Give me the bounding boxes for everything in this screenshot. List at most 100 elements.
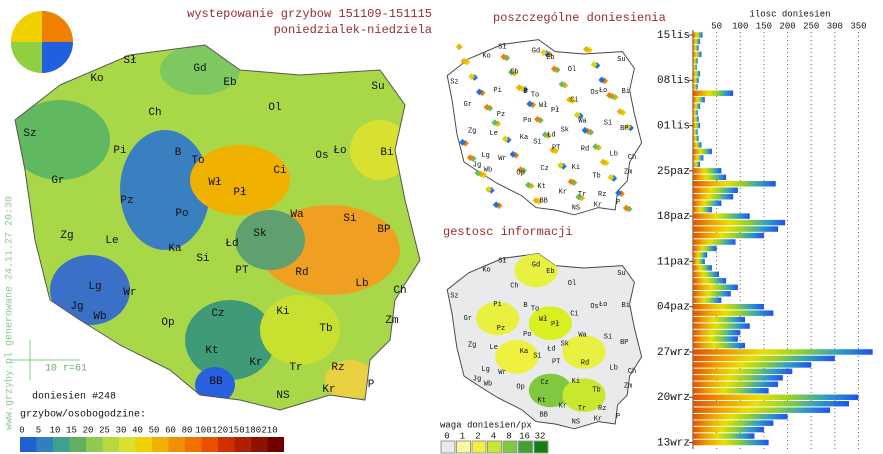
density-blob bbox=[514, 253, 558, 288]
bar bbox=[693, 135, 699, 142]
bar bbox=[693, 193, 734, 200]
city-label: Ch bbox=[393, 285, 406, 297]
density-legend-swatch bbox=[440, 440, 456, 454]
bar bbox=[693, 38, 701, 45]
city-label: PT bbox=[552, 358, 560, 366]
bar bbox=[693, 388, 769, 394]
city-label: Si bbox=[196, 253, 210, 265]
city-label: Op bbox=[161, 317, 174, 329]
density-legend-label: 16 bbox=[519, 431, 530, 441]
city-label: Pz bbox=[497, 325, 505, 333]
city-label: Lg bbox=[88, 281, 101, 293]
city-label: Ol bbox=[568, 66, 576, 74]
city-label: BB bbox=[539, 412, 547, 420]
city-label: B bbox=[175, 147, 182, 159]
city-label: PT bbox=[552, 144, 560, 152]
x-tick-label: 200 bbox=[779, 21, 795, 31]
city-label: Bi bbox=[622, 88, 630, 96]
legend-swatch bbox=[102, 437, 119, 452]
bar bbox=[693, 213, 750, 219]
city-label: Sz bbox=[450, 293, 458, 301]
city-label: NS bbox=[572, 204, 580, 212]
city-label: Pł bbox=[551, 107, 559, 115]
city-label: Ło bbox=[333, 145, 346, 157]
city-label: To bbox=[531, 92, 539, 100]
density-legend-label: 4 bbox=[491, 431, 496, 441]
city-label: Gd bbox=[193, 63, 206, 75]
bar bbox=[693, 375, 783, 381]
map-fill bbox=[15, 45, 420, 410]
city-label: Tb bbox=[592, 172, 600, 180]
legend-label: 25 bbox=[99, 425, 110, 435]
city-label: BB bbox=[539, 198, 547, 206]
city-label: Ol bbox=[268, 102, 281, 114]
city-label: Eb bbox=[546, 54, 554, 62]
city-label: P bbox=[616, 199, 620, 207]
density-legend-swatch bbox=[487, 440, 502, 454]
city-label: P bbox=[616, 413, 620, 421]
city-label: Sł bbox=[498, 258, 506, 266]
bar bbox=[693, 109, 698, 116]
bar bbox=[693, 32, 703, 38]
legend-label: 180 bbox=[245, 425, 261, 435]
bar bbox=[693, 103, 701, 109]
density-legend-swatch bbox=[502, 440, 518, 454]
city-label: BP bbox=[620, 339, 628, 347]
report-point bbox=[455, 43, 463, 51]
bar bbox=[693, 284, 738, 291]
density-legend-label: 0 bbox=[444, 431, 449, 441]
city-label: Ch bbox=[510, 283, 518, 291]
bar bbox=[693, 116, 699, 122]
bar bbox=[693, 278, 727, 284]
city-label: Kr bbox=[594, 202, 602, 210]
city-label: Si bbox=[343, 213, 357, 225]
legend-swatch bbox=[86, 437, 103, 452]
legend-label: 100 bbox=[195, 425, 211, 435]
city-label: Le bbox=[490, 344, 498, 352]
bar bbox=[693, 323, 750, 329]
city-label: Ki bbox=[572, 164, 580, 172]
legend-label: 120 bbox=[212, 425, 228, 435]
bar bbox=[693, 181, 776, 187]
density-legend-title: waga doniesien/px bbox=[440, 420, 532, 430]
bar bbox=[693, 303, 764, 310]
y-tick-label: 18paz bbox=[657, 211, 690, 223]
bar bbox=[693, 206, 712, 213]
city-label: Pi bbox=[493, 87, 501, 95]
city-label: Wb bbox=[484, 381, 492, 389]
bar bbox=[693, 219, 786, 226]
city-label: Po bbox=[523, 117, 531, 125]
city-label: Kr bbox=[249, 357, 262, 369]
density-legend-label: 2 bbox=[475, 431, 480, 441]
bar bbox=[693, 122, 701, 129]
legend-swatch bbox=[267, 437, 284, 452]
city-label: Łd bbox=[547, 345, 555, 353]
x-tick-label: 50 bbox=[711, 21, 722, 31]
bar bbox=[693, 252, 708, 258]
city-label: Si bbox=[604, 333, 612, 341]
city-label: Wr bbox=[498, 369, 506, 377]
city-label: Os bbox=[315, 150, 328, 162]
bar bbox=[693, 349, 873, 355]
legend-label: 50 bbox=[149, 425, 160, 435]
city-label: Pł bbox=[233, 187, 246, 199]
density-blob bbox=[528, 306, 572, 340]
city-label: Eb bbox=[223, 77, 236, 89]
density-map bbox=[446, 253, 643, 430]
city-label: Ło bbox=[599, 301, 607, 309]
city-label: Pł bbox=[551, 321, 559, 329]
city-label: Zm bbox=[624, 168, 632, 176]
bar bbox=[693, 310, 774, 316]
legend-label: 210 bbox=[261, 425, 277, 435]
bar bbox=[693, 168, 722, 174]
city-label: Jg bbox=[70, 301, 83, 313]
density-blob bbox=[562, 378, 606, 412]
city-label: Lb bbox=[610, 365, 618, 373]
report-point bbox=[460, 57, 468, 65]
city-label: Lg bbox=[481, 366, 489, 374]
bar bbox=[693, 400, 849, 407]
bar bbox=[693, 232, 764, 239]
report-point bbox=[566, 96, 573, 103]
city-label: Zm bbox=[385, 315, 399, 327]
